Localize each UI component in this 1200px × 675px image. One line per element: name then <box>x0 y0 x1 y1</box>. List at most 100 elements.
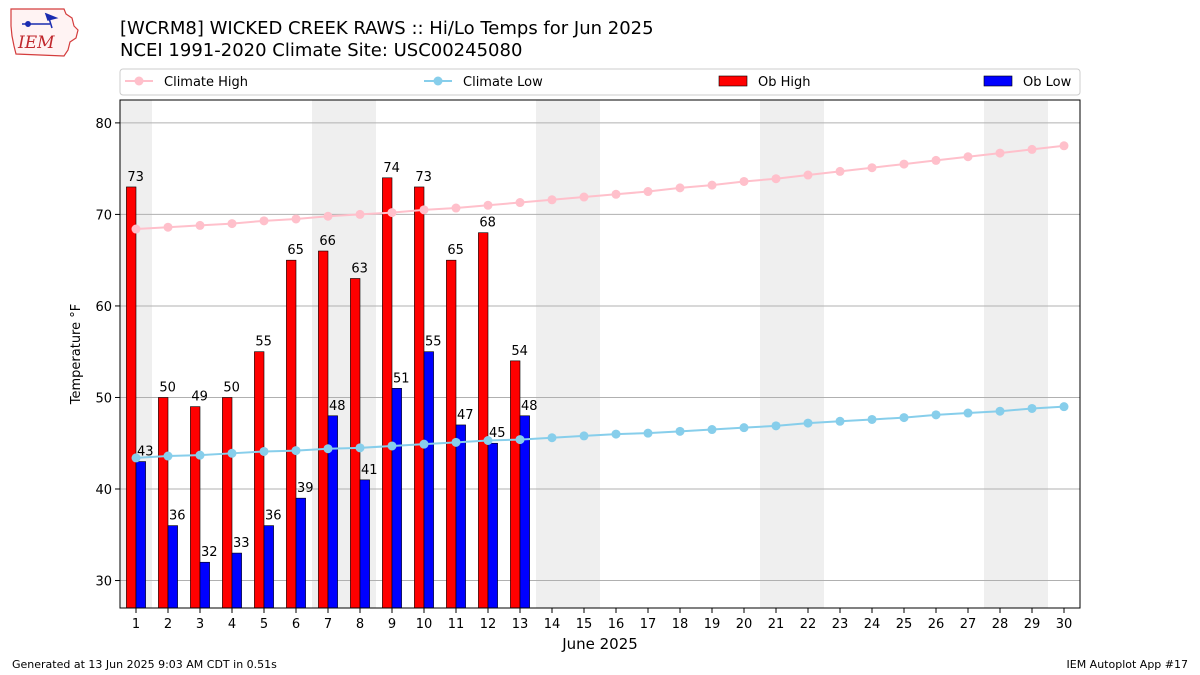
ob-low-bar-day-4 <box>231 552 242 609</box>
x-tick-label-20: 20 <box>736 617 753 632</box>
ob-high-bar-day-2 <box>158 397 169 609</box>
iem-logo: IEM <box>10 8 79 57</box>
legend-climate-low-marker <box>433 76 443 86</box>
y-tick-label-40: 40 <box>95 483 112 498</box>
climate-high-point-day-30 <box>1059 141 1069 151</box>
climate-high-point-day-14 <box>547 195 557 205</box>
climate-high-point-day-9 <box>387 208 397 218</box>
ob-low-bar-day-10 <box>423 351 434 609</box>
ob-high-label-day-5: 55 <box>255 335 272 350</box>
climate-high-point-day-13 <box>515 198 525 208</box>
x-tick-label-2: 2 <box>164 617 172 632</box>
climate-low-point-day-9 <box>387 441 397 451</box>
climate-low-point-day-4 <box>227 448 237 458</box>
climate-low-point-day-10 <box>419 439 429 449</box>
climate-low-line <box>135 405 1065 459</box>
app-credit: IEM Autoplot App #17 <box>1066 658 1189 671</box>
climate-low-point-day-8 <box>355 443 365 453</box>
x-tick-label-29: 29 <box>1024 617 1041 632</box>
climate-low-point-day-14 <box>547 433 557 443</box>
climate-low-point-day-1 <box>131 453 141 463</box>
x-tick-label-12: 12 <box>480 617 497 632</box>
ob-high-bar-day-10 <box>414 186 425 609</box>
weekend-shade-day-14 <box>536 100 568 608</box>
ob-low-bar-day-6 <box>295 497 306 609</box>
x-axis: 1 2 3 4 5 6 7 8 9 10 11 12 13 14 15 16 17 18 19 20 21 22 23 24 2… <box>132 608 1072 632</box>
ob-high-label-day-1: 73 <box>127 170 144 185</box>
ob-low-label-day-9: 51 <box>393 371 410 386</box>
ob-high-bar-day-4 <box>222 397 233 609</box>
x-tick-label-9: 9 <box>388 617 396 632</box>
y-axis: 30 40 50 60 70 80 <box>95 117 120 590</box>
climate-high-point-day-15 <box>579 192 589 202</box>
climate-low-point-day-23 <box>835 416 845 426</box>
x-tick-label-13: 13 <box>512 617 529 632</box>
x-tick-label-24: 24 <box>864 617 881 632</box>
climate-low-point-day-5 <box>259 446 269 456</box>
climate-low-point-day-20 <box>739 423 749 433</box>
ob-low-bar-day-1 <box>135 461 146 609</box>
ob-high-label-day-3: 49 <box>191 390 208 405</box>
ob-high-bar-day-13 <box>510 360 521 609</box>
ob-high-bar-day-9 <box>382 177 393 609</box>
x-axis-label: June 2025 <box>561 635 638 653</box>
legend-climate-high-label: Climate High <box>164 75 248 90</box>
ob-low-bar-day-2 <box>167 525 178 609</box>
climate-low-point-day-19 <box>707 425 717 435</box>
climate-high-point-day-23 <box>835 166 845 176</box>
ob-high-label-day-10: 73 <box>415 170 432 185</box>
climate-low-point-day-7 <box>323 444 333 454</box>
x-tick-label-18: 18 <box>672 617 689 632</box>
ob-low-bar-day-8 <box>359 479 370 609</box>
x-tick-label-6: 6 <box>292 617 300 632</box>
climate-high-point-day-25 <box>899 159 909 169</box>
climate-high-point-day-8 <box>355 209 365 219</box>
legend-ob-low-swatch <box>983 75 1013 87</box>
y-tick-label-70: 70 <box>95 208 112 223</box>
weekend-shade-day-22 <box>792 100 824 608</box>
y-tick-label-80: 80 <box>95 117 112 132</box>
climate-low-point-day-27 <box>963 408 973 418</box>
weekend-shade-day-15 <box>568 100 600 608</box>
legend-climate-high-marker <box>134 76 144 86</box>
climate-high-point-day-11 <box>451 203 461 213</box>
climate-low-point-day-26 <box>931 410 941 420</box>
x-tick-label-15: 15 <box>576 617 593 632</box>
x-tick-label-19: 19 <box>704 617 721 632</box>
climate-high-point-day-6 <box>291 214 301 224</box>
climate-high-point-day-20 <box>739 176 749 186</box>
x-tick-label-14: 14 <box>544 617 561 632</box>
climate-low-point-day-13 <box>515 435 525 445</box>
x-tick-label-27: 27 <box>960 617 977 632</box>
ob-low-bar-day-11 <box>455 424 466 609</box>
climate-high-point-day-28 <box>995 148 1005 158</box>
climate-high-point-day-16 <box>611 189 621 199</box>
climate-low-point-day-21 <box>771 421 781 431</box>
ob-low-label-day-10: 55 <box>425 335 442 350</box>
plot-frame <box>119 99 1081 609</box>
ob-low-label-day-4: 33 <box>233 536 250 551</box>
climate-low-point-day-2 <box>163 451 173 461</box>
climate-high-point-day-19 <box>707 180 717 190</box>
climate-high-point-day-29 <box>1027 144 1037 154</box>
x-tick-label-7: 7 <box>324 617 332 632</box>
ob-low-bar-day-13 <box>519 415 530 609</box>
climate-high-point-day-27 <box>963 152 973 162</box>
ob-low-label-day-5: 36 <box>265 509 282 524</box>
climate-low-point-day-24 <box>867 414 877 424</box>
ob-high-bar-day-11 <box>446 259 457 609</box>
climate-high-point-day-3 <box>195 220 205 230</box>
climate-high-point-day-18 <box>675 183 685 193</box>
climate-low-point-day-28 <box>995 406 1005 416</box>
climate-low-point-day-17 <box>643 428 653 438</box>
climate-low-point-day-16 <box>611 429 621 439</box>
climate-high-point-day-10 <box>419 205 429 215</box>
ob-high-label-day-7: 66 <box>319 234 336 249</box>
ob-low-label-day-1: 43 <box>137 445 154 460</box>
ob-low-bar-day-3 <box>199 561 210 609</box>
x-tick-label-26: 26 <box>928 617 945 632</box>
legend: Climate High Climate Low Ob High Ob Low <box>119 68 1081 96</box>
x-tick-label-17: 17 <box>640 617 657 632</box>
climate-low-point-day-6 <box>291 446 301 456</box>
